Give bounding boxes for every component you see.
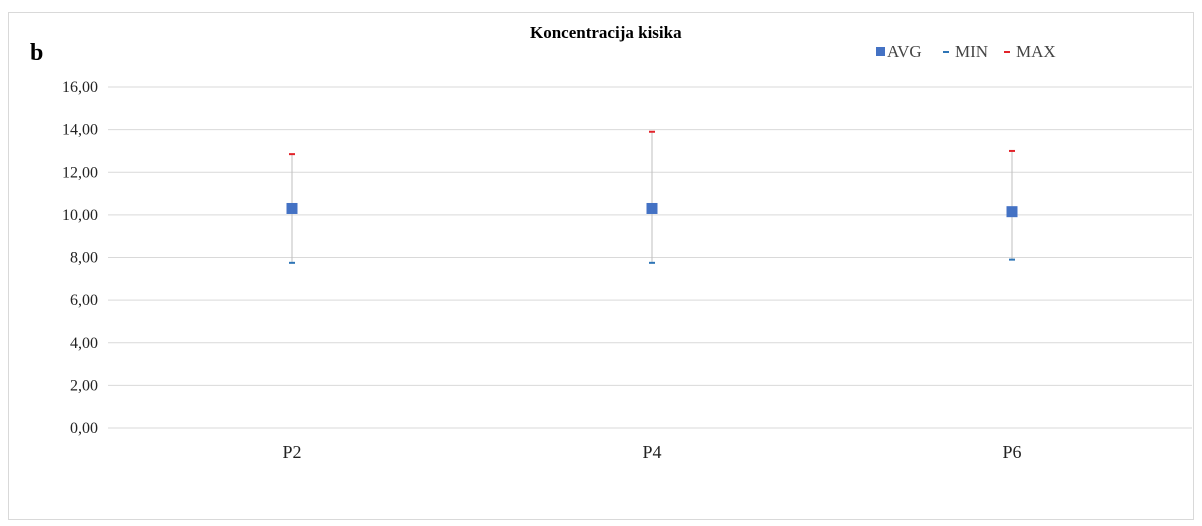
y-tick-label: 0,00	[70, 420, 98, 437]
y-tick-label: 6,00	[70, 292, 98, 309]
legend-avg-swatch	[876, 47, 885, 56]
legend-avg-label: AVG	[887, 42, 922, 61]
y-tick-label: 2,00	[70, 377, 98, 394]
avg-marker	[1006, 206, 1018, 218]
y-tick-label: 12,00	[62, 164, 98, 181]
legend-min-label: MIN	[955, 42, 988, 61]
y-tick-label: 4,00	[70, 335, 98, 352]
x-tick-label: P6	[1002, 442, 1021, 462]
y-tick-label: 16,00	[62, 79, 98, 96]
x-tick-label: P2	[282, 442, 301, 462]
avg-marker	[646, 202, 658, 214]
x-tick-label: P4	[642, 442, 661, 462]
avg-marker	[286, 202, 298, 214]
y-tick-label: 8,00	[70, 250, 98, 267]
chart-frame	[8, 12, 1194, 520]
chart-title: Koncentracija kisika	[530, 23, 682, 42]
panel-letter: b	[30, 40, 44, 66]
y-tick-label: 14,00	[62, 122, 98, 139]
legend-max-label: MAX	[1016, 42, 1056, 61]
y-tick-label: 10,00	[62, 207, 98, 224]
